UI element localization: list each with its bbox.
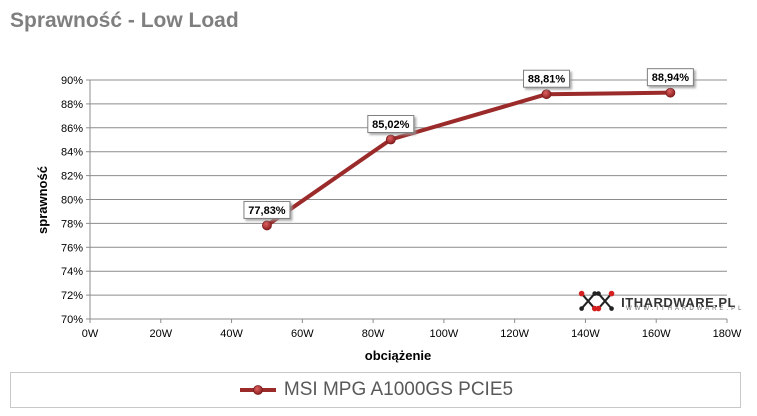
watermark-text: ITHARDWARE.PL	[621, 294, 736, 310]
x-tick-label: 100W	[430, 328, 459, 340]
x-tick-label: 140W	[571, 328, 600, 340]
data-point	[385, 134, 396, 145]
y-tick-label: 90%	[61, 75, 83, 87]
data-label: 88,94%	[646, 68, 694, 87]
axes	[86, 79, 728, 323]
x-tick-label: 80W	[362, 328, 385, 340]
y-axis-label: sprawność	[35, 166, 50, 234]
y-tick-label: 80%	[61, 195, 83, 207]
x-tick-label: 20W	[149, 328, 172, 340]
data-point	[665, 87, 676, 98]
x-tick-label: 160W	[642, 328, 671, 340]
y-tick-label: 88%	[61, 99, 83, 111]
data-label: 88,81%	[523, 69, 571, 88]
y-tick-label: 70%	[61, 314, 83, 326]
data-label-box	[367, 115, 415, 134]
data-label: 77,83%	[243, 200, 291, 219]
data-label-box	[243, 200, 291, 219]
y-tick-label: 78%	[61, 218, 83, 230]
grid-lines	[90, 79, 727, 296]
x-tick-label: 40W	[220, 328, 243, 340]
x-tick-label: 120W	[500, 328, 529, 340]
data-labels: 77,83% 85,02% 88,81% 88,94%	[243, 68, 694, 219]
data-label-text: 85,02%	[372, 119, 410, 131]
watermark: ITHARDWARE.PL WWW.ITHARDWARE.PL	[576, 287, 741, 317]
series-layer	[262, 87, 676, 231]
y-tick-label: 84%	[61, 147, 83, 159]
data-label-box	[646, 68, 694, 87]
data-label-box	[523, 69, 571, 88]
circuit-logo-icon	[578, 290, 615, 312]
chart-title: Sprawność - Low Load	[10, 9, 239, 32]
data-label: 85,02%	[367, 115, 415, 134]
legend: MSI MPG A1000GS PCIE5	[10, 372, 741, 408]
x-tick-label: 0W	[82, 328, 99, 340]
x-tick-labels: 0W 20W 40W 60W 80W 100W 120W 140W 160W 180W	[82, 328, 742, 340]
line-chart: 70% 72% 74% 76% 78% 80% 82% 84% 86% 88% 90% 0W 20W 4…	[35, 68, 742, 363]
data-label-text: 77,83%	[248, 205, 286, 217]
y-tick-label: 72%	[61, 290, 83, 302]
y-tick-label: 74%	[61, 266, 83, 278]
series-line	[265, 90, 671, 228]
legend-label: MSI MPG A1000GS PCIE5	[283, 379, 514, 400]
y-tick-label: 86%	[61, 123, 83, 135]
data-label-text: 88,81%	[528, 74, 566, 86]
x-axis-label: obciążenie	[365, 348, 431, 363]
data-point	[541, 89, 552, 100]
y-tick-label: 76%	[61, 242, 83, 254]
x-tick-label: 60W	[291, 328, 314, 340]
data-label-text: 88,94%	[652, 72, 690, 84]
data-point	[262, 220, 272, 231]
y-tick-labels: 70% 72% 74% 76% 78% 80% 82% 84% 86% 88% 90%	[61, 75, 83, 326]
y-tick-label: 82%	[61, 171, 83, 183]
x-tick-label: 180W	[713, 328, 742, 340]
watermark-subtext: WWW.ITHARDWARE.PL	[626, 306, 745, 312]
legend-marker-icon	[239, 385, 276, 395]
